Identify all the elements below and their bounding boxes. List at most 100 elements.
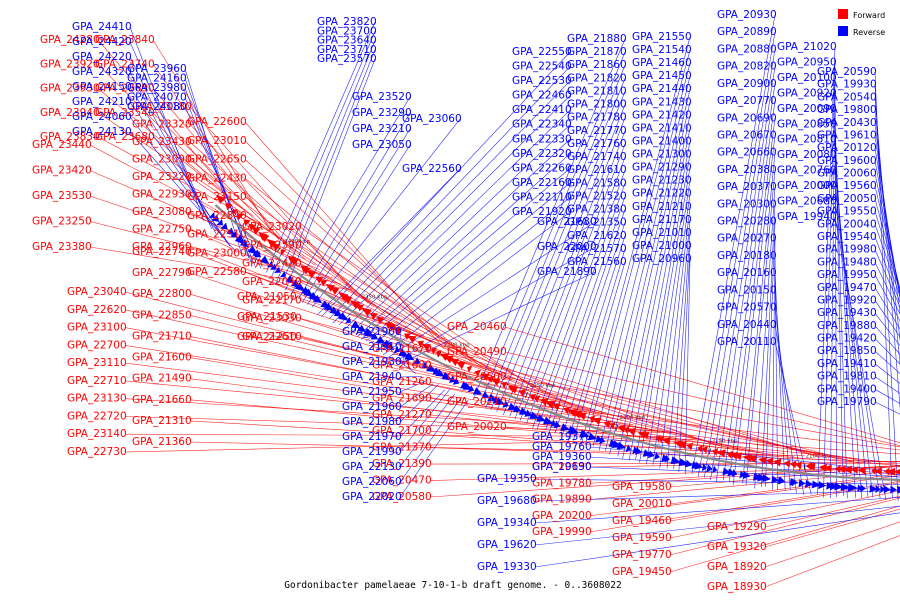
forward-gene-label: GPA_19780 — [532, 477, 592, 489]
reverse-gene-label: GPA_20570 — [717, 302, 777, 314]
forward-gene-label: GPA_23080 — [132, 206, 192, 218]
reverse-gene-label: GPA_19360 — [532, 451, 592, 463]
reverse-gene-label: GPA_20280 — [717, 216, 777, 228]
gene-leader-line — [580, 36, 691, 446]
gene-feature-arrow — [824, 464, 832, 473]
gene-feature-arrow — [625, 444, 632, 453]
gene-feature-arrow — [247, 245, 258, 255]
reverse-gene-label: GPA_20810 — [777, 134, 837, 146]
gene-feature-arrow — [841, 465, 852, 474]
reverse-gene-label: GPA_24210 — [72, 96, 132, 108]
reverse-gene-label: GPA_20080 — [777, 149, 837, 161]
forward-gene-label: GPA_23680 — [95, 131, 155, 143]
gene-feature-arrow — [589, 415, 596, 423]
forward-gene-label: GPA_21680 — [372, 359, 432, 371]
gene-leader-line — [834, 216, 887, 501]
gene-leader-line — [129, 71, 217, 234]
gene-feature-arrow — [508, 385, 517, 393]
gene-feature-arrow — [333, 309, 343, 317]
forward-gene-label: GPA_19460 — [612, 515, 672, 527]
gene-leader-line — [97, 39, 228, 193]
gene-leader-line — [764, 495, 900, 528]
forward-gene-label: GPA_23150 — [187, 191, 247, 203]
gene-leader-line — [874, 249, 900, 308]
reverse-gene-label: GPA_21800 — [567, 99, 627, 111]
gene-feature-arrow — [274, 266, 281, 273]
forward-gene-label: GPA_22800 — [132, 288, 192, 300]
gene-leader-line — [124, 362, 649, 429]
gene-leader-line — [874, 110, 900, 367]
gene-feature-arrow — [258, 231, 268, 241]
gene-feature-arrow — [697, 444, 703, 453]
gene-feature-arrow — [225, 203, 233, 211]
forward-gene-label: GPA_23930 — [40, 83, 100, 95]
gene-leader-line — [605, 89, 691, 451]
gene-leader-line — [715, 83, 776, 482]
gene-feature-arrow — [534, 395, 541, 403]
gene-leader-line — [526, 156, 626, 424]
gene-leader-line — [764, 508, 900, 548]
gene-feature-arrow — [320, 280, 328, 287]
reverse-gene-label: GPA_19550 — [817, 206, 877, 218]
forward-gene-label: GPA_22730 — [67, 446, 127, 458]
reverse-gene-label: GPA_21440 — [632, 83, 692, 95]
forward-gene-label: GPA_22930 — [132, 189, 192, 201]
gene-feature-arrow — [611, 440, 623, 448]
reverse-gene-label: GPA_19930 — [817, 79, 877, 91]
gene-feature-arrow — [393, 346, 400, 354]
gene-feature-arrow — [658, 435, 664, 444]
reverse-gene-label: GPA_20060 — [817, 168, 877, 180]
gene-feature-arrow — [370, 332, 379, 340]
gene-leader-line — [536, 183, 626, 430]
forward-gene-label: GPA_19320 — [707, 541, 767, 553]
gene-feature-arrow — [762, 474, 771, 483]
gene-leader-line — [399, 393, 455, 468]
gene-leader-line — [504, 426, 900, 455]
gene-feature-arrow — [492, 396, 501, 404]
forward-gene-label: GPA_20130 — [532, 461, 592, 473]
gene-leader-line — [184, 106, 262, 269]
forward-gene-label: GPA_21700 — [372, 425, 432, 437]
gene-feature-arrow — [266, 261, 274, 268]
gene-feature-arrow — [440, 353, 450, 361]
forward-gene-label: GPA_20490 — [447, 346, 507, 358]
gene-leader-line — [294, 296, 820, 458]
reverse-gene-label: GPA_21860 — [567, 59, 627, 71]
reverse-gene-label: GPA_19920 — [817, 294, 877, 306]
gene-feature-arrow — [507, 402, 518, 410]
reverse-gene-label: GPA_21620 — [567, 230, 627, 242]
forward-gene-label: GPA_23420 — [32, 165, 92, 177]
reverse-gene-label: GPA_23520 — [352, 91, 412, 103]
forward-gene-label: GPA_21600 — [132, 352, 192, 364]
gene-feature-arrow — [765, 457, 774, 466]
gene-feature-arrow — [638, 430, 647, 439]
forward-gene-label: GPA_23140 — [67, 428, 127, 440]
gene-leader-line — [299, 226, 535, 389]
gene-leader-line — [480, 52, 626, 403]
reverse-gene-label: GPA_24220 — [72, 51, 132, 63]
gene-feature-arrow — [686, 442, 694, 451]
gene-feature-arrow — [382, 339, 393, 349]
reverse-gene-label: GPA_21010 — [632, 227, 692, 239]
gene-feature-arrow — [550, 419, 557, 428]
gene-feature-arrow — [893, 469, 900, 475]
forward-gene-label: GPA_20210 — [447, 396, 507, 408]
gene-feature-arrow — [422, 344, 431, 352]
gene-feature-arrow — [711, 448, 719, 456]
reverse-gene-label: GPA_21580 — [567, 177, 627, 189]
gene-leader-line — [189, 336, 755, 451]
gene-leader-line — [834, 186, 874, 498]
forward-gene-label: GPA_22620 — [67, 304, 127, 316]
forward-gene-label: GPA_23090 — [132, 154, 192, 166]
gene-leader-line — [399, 380, 428, 393]
gene-leader-line — [321, 51, 571, 318]
forward-gene-label: GPA_19590 — [612, 532, 672, 544]
reverse-gene-label: GPA_24420 — [72, 36, 132, 48]
gene-leader-line — [834, 170, 869, 498]
reverse-gene-label: GPA_22550 — [512, 46, 572, 58]
forward-gene-label: GPA_23000 — [187, 247, 247, 259]
reverse-gene-label: GPA_21900 — [342, 326, 402, 338]
reverse-gene-label: GPA_21020 — [777, 41, 837, 53]
forward-gene-label: GPA_20460 — [447, 321, 507, 333]
map-caption: Gordonibacter pamelaeae 7-10-1-b draft g… — [284, 580, 621, 591]
